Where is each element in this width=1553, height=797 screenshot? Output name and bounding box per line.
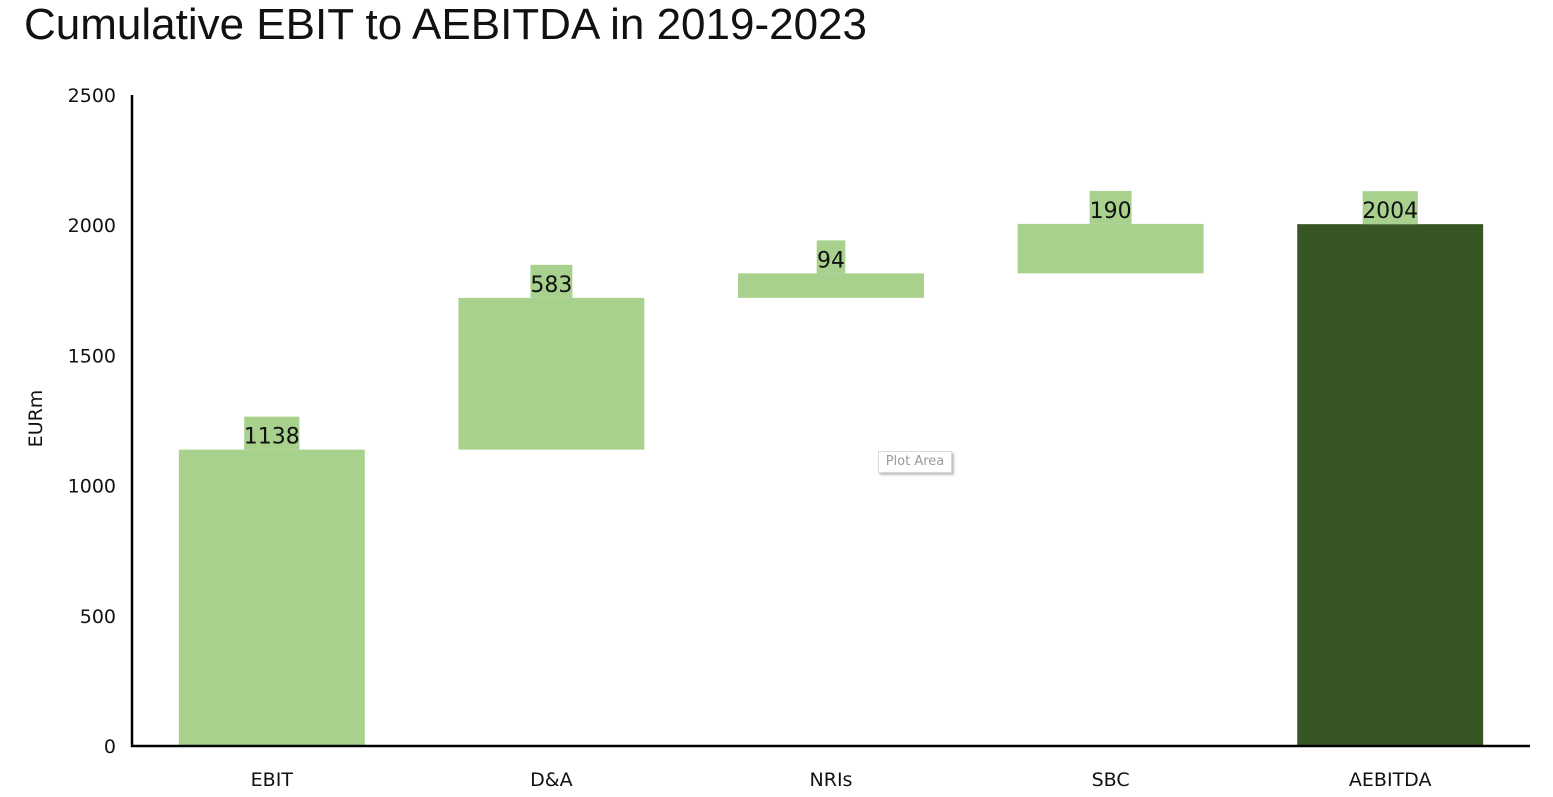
data-label: 190: [1090, 199, 1132, 224]
x-tick-label: SBC: [1092, 769, 1130, 791]
bar-nris: [738, 273, 924, 298]
y-tick-label: 1000: [68, 476, 116, 498]
data-label-box: [244, 416, 300, 450]
x-tick-label: AEBITDA: [1349, 769, 1432, 791]
data-label-box: [1362, 191, 1418, 225]
bar-aebitda: [1297, 224, 1484, 747]
bar-ebit: [178, 449, 365, 746]
axes-layer: EBIT D&A NRIs SBC AEBITDA 0 500 1000 1500 2000 250…: [25, 85, 1530, 791]
data-label: 2004: [1362, 199, 1418, 224]
data-label-box: [530, 264, 573, 298]
chart-title: Cumulative EBIT to AEBITDA in 2019-2023: [24, 0, 867, 49]
x-tick-label: D&A: [530, 769, 572, 791]
bar-sbc: [1017, 223, 1204, 274]
y-tick-label: 2500: [68, 85, 116, 107]
data-label: 1138: [244, 425, 300, 450]
data-label: 583: [530, 273, 572, 298]
x-tick-label: EBIT: [251, 769, 294, 791]
y-tick-label: 0: [104, 736, 116, 758]
y-tick-label: 500: [80, 606, 116, 628]
plot-area-tooltip: Plot Area: [878, 451, 952, 473]
data-labels-layer: 1138 583 94 190 2004: [244, 190, 1418, 450]
x-tick-label: NRIs: [810, 769, 853, 791]
bars-layer: [178, 223, 1484, 747]
data-label: 94: [817, 248, 845, 273]
y-axis-title: EURm: [25, 390, 47, 448]
y-tick-label: 2000: [68, 215, 116, 237]
data-label-box: [816, 240, 846, 274]
y-tick-label: 1500: [68, 345, 116, 367]
data-label-box: [1089, 190, 1132, 224]
bar-d-a: [458, 297, 645, 450]
